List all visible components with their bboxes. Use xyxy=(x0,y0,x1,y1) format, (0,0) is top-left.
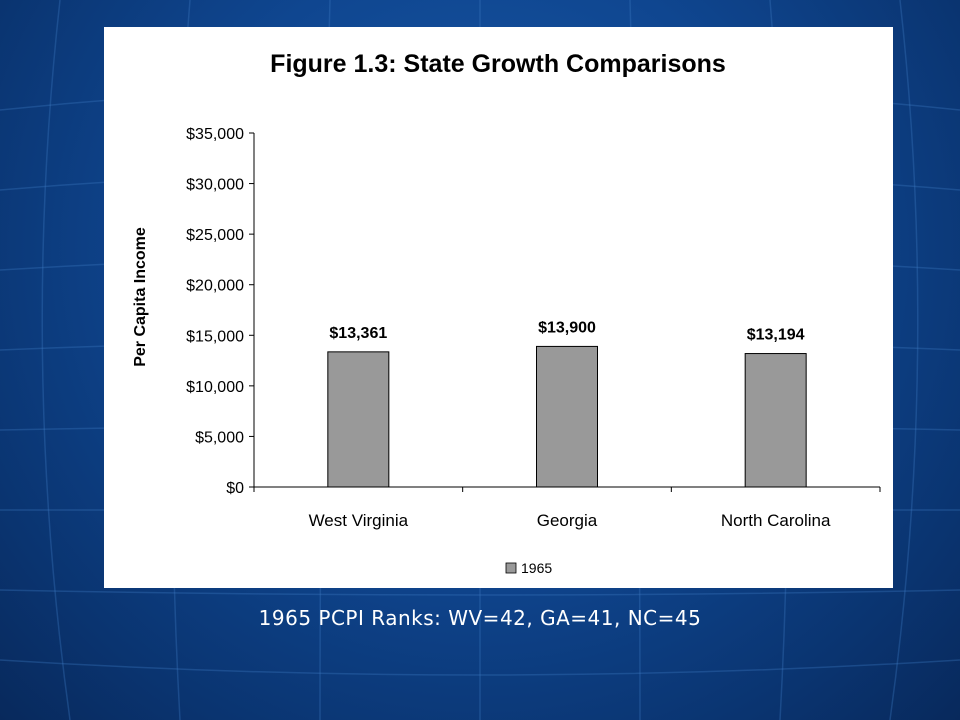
y-tick-label: $0 xyxy=(226,480,244,497)
bar xyxy=(536,345,598,488)
y-tick-label: $10,000 xyxy=(186,379,244,396)
y-axis-label: Per Capita Income xyxy=(132,227,149,367)
y-tick-label: $15,000 xyxy=(186,328,244,345)
bar-chart: Figure 1.3: State Growth Comparisons Per… xyxy=(132,50,881,576)
legend: 1965 xyxy=(505,560,552,576)
bar xyxy=(744,353,807,488)
data-label: $13,900 xyxy=(538,319,596,336)
legend-swatch xyxy=(505,562,517,574)
y-tick-label: $5,000 xyxy=(195,429,244,446)
y-tick-label: $30,000 xyxy=(186,177,244,194)
data-label: $13,361 xyxy=(329,325,387,342)
y-tick-label: $35,000 xyxy=(186,126,244,143)
chart-title: Figure 1.3: State Growth Comparisons xyxy=(270,50,726,78)
chart-panel: Figure 1.3: State Growth Comparisons Per… xyxy=(104,27,893,588)
x-category-label: Georgia xyxy=(537,511,598,530)
bar xyxy=(327,351,390,488)
legend-label: 1965 xyxy=(521,560,552,576)
y-tick-label: $20,000 xyxy=(186,278,244,295)
x-category-label: North Carolina xyxy=(721,511,831,530)
data-label: $13,194 xyxy=(747,327,805,344)
y-tick-label: $25,000 xyxy=(186,227,244,244)
ranks-caption: 1965 PCPI Ranks: WV=42, GA=41, NC=45 xyxy=(258,606,702,630)
x-category-label: West Virginia xyxy=(309,511,409,530)
